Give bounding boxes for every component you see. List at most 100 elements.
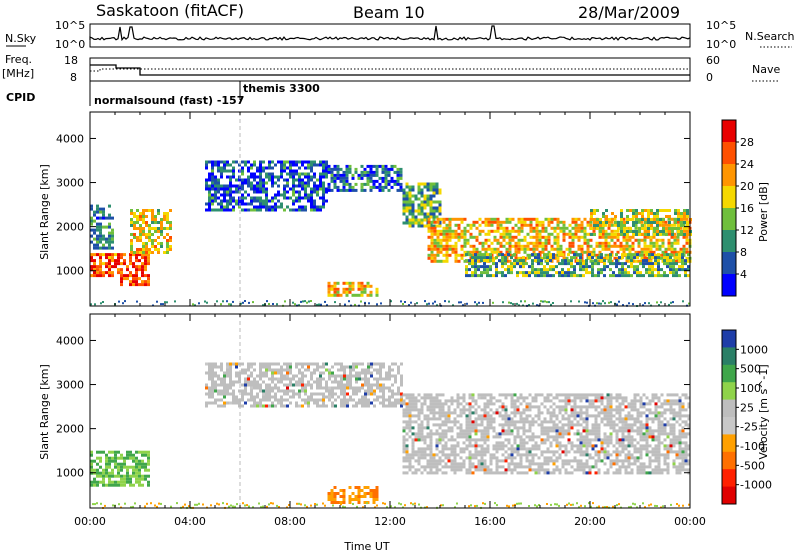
colorbar-tick-label: -100 xyxy=(740,440,765,453)
station-title: Saskatoon (fitACF) xyxy=(96,1,244,20)
colorbar-swatch xyxy=(722,399,736,418)
colorbar-frame xyxy=(721,329,737,505)
data-region-10 xyxy=(327,281,379,297)
y-tick-label: 4000 xyxy=(56,334,84,347)
colorbar-swatch xyxy=(722,164,736,187)
power-colorbar-label: Power [dB] xyxy=(757,182,770,242)
colorbar-swatch xyxy=(722,417,736,435)
x-tick-label: 00:00 xyxy=(74,515,106,528)
data-region-3 xyxy=(130,209,172,254)
colorbar-tick-label: 24 xyxy=(740,158,754,171)
freq-tick-top: 18 xyxy=(64,54,78,67)
x-tick-label: 16:00 xyxy=(474,515,506,528)
x-tick-label: 08:00 xyxy=(274,515,306,528)
colorbar-tick-label: 4 xyxy=(740,268,747,281)
data-region-9 xyxy=(590,209,692,236)
noise-right-tick-top: 10^5 xyxy=(706,19,736,32)
cpid-entry-1: themis 3300 xyxy=(243,82,320,95)
colorbar-tick-label: 20 xyxy=(740,180,754,193)
nave-tick-bottom: 0 xyxy=(706,71,713,84)
colorbar-swatch xyxy=(722,347,736,366)
y-tick-label: 3000 xyxy=(56,177,84,190)
data-region-6 xyxy=(402,182,442,228)
date-title: 28/Mar/2009 xyxy=(578,3,680,22)
noise-trace xyxy=(89,25,691,42)
noise-panel-frame xyxy=(89,23,691,48)
nave-label: Nave xyxy=(752,63,780,76)
colorbar-tick-label: 1000 xyxy=(740,343,768,356)
y-tick-label: 1000 xyxy=(56,467,84,480)
freq-tick-bottom: 8 xyxy=(70,71,77,84)
beam-title: Beam 10 xyxy=(353,3,425,22)
y-tick-label: 3000 xyxy=(56,379,84,392)
colorbar-swatch xyxy=(722,120,736,143)
colorbar-tick-label: 28 xyxy=(740,136,754,149)
y-tick-label: 4000 xyxy=(56,132,84,145)
freq-panel-frame xyxy=(89,57,691,82)
colorbar-tick-label: 25 xyxy=(740,401,754,414)
colorbar-swatch xyxy=(722,330,736,348)
velocity-ylabel: Slant Range [km] xyxy=(38,364,51,460)
power-panel: 1000 2000 3000 4000 xyxy=(56,111,692,307)
x-tick-label: 20:00 xyxy=(574,515,606,528)
colorbar-tick-label: 100 xyxy=(740,382,761,395)
colorbar-tick-label: 12 xyxy=(740,224,754,237)
near-range-strip xyxy=(90,300,690,307)
noise-left-tick-bottom: 10^0 xyxy=(55,38,85,51)
colorbar-tick-label: 16 xyxy=(740,202,754,215)
colorbar-swatch xyxy=(722,434,736,453)
x-tick-labels: 00:00 04:00 08:00 12:00 16:00 20:00 00:00 xyxy=(74,515,706,528)
velocity-panel: 1000 2000 3000 4000 xyxy=(56,313,691,509)
noise-right-tick-bottom: 10^0 xyxy=(706,38,736,51)
data-region-8 xyxy=(465,253,690,278)
data-region-5 xyxy=(327,164,403,192)
velocity-colorbar-label: Velocity [m s^-1] xyxy=(757,364,770,459)
colorbar-tick-label: -25 xyxy=(740,421,758,434)
cpid-label: CPID xyxy=(6,91,35,104)
colorbar-swatch xyxy=(722,382,736,401)
noise-sky-line xyxy=(89,25,691,42)
colorbar-tick-label: -500 xyxy=(740,459,765,472)
freq-line xyxy=(90,64,690,76)
noise-right-label: N.Search xyxy=(745,30,795,43)
x-tick-label: 00:00 xyxy=(674,515,706,528)
data-region-0 xyxy=(90,450,150,487)
data-region-2 xyxy=(402,393,691,475)
colorbar-swatch xyxy=(722,142,736,165)
y-tick-label: 1000 xyxy=(56,265,84,278)
colorbar-swatch xyxy=(722,230,736,253)
colorbar-swatch xyxy=(722,364,736,383)
colorbar-swatch xyxy=(722,486,736,505)
colorbar-tick-label: 500 xyxy=(740,363,761,376)
data-region-2 xyxy=(120,253,150,287)
x-axis-title: Time UT xyxy=(343,540,389,553)
velocity-colorbar: 1000 500 100 25 -25 -100 -500 -1000 xyxy=(721,329,772,505)
colorbar-swatch xyxy=(722,252,736,275)
colorbar-swatch xyxy=(722,274,736,297)
colorbar-swatch xyxy=(722,208,736,231)
data-region-3 xyxy=(327,486,379,504)
y-tick-label: 2000 xyxy=(56,423,84,436)
colorbar-tick-label: -1000 xyxy=(740,479,772,492)
colorbar-swatch xyxy=(722,469,736,488)
cpid-entry-0: normalsound (fast) -157 xyxy=(94,94,244,107)
x-tick-label: 12:00 xyxy=(374,515,406,528)
freq-trace xyxy=(90,64,690,76)
colorbar-swatch xyxy=(722,186,736,209)
panel-background xyxy=(90,314,690,508)
noise-left-tick-top: 10^5 xyxy=(55,19,85,32)
colorbar-tick-label: 8 xyxy=(740,246,747,259)
freq-unit-label: [MHz] xyxy=(2,67,34,80)
data-region-4 xyxy=(205,160,328,212)
data-region-1 xyxy=(205,362,403,408)
x-tick-label: 04:00 xyxy=(174,515,206,528)
nave-line xyxy=(90,68,690,72)
freq-label: Freq. xyxy=(5,53,32,66)
nave-tick-top: 60 xyxy=(706,54,720,67)
data-region-1 xyxy=(90,204,114,250)
colorbar-swatch xyxy=(722,451,736,470)
power-colorbar: 28 24 20 16 12 8 4 xyxy=(721,119,754,297)
noise-left-label: N.Sky xyxy=(5,32,37,45)
y-tick-label: 2000 xyxy=(56,221,84,234)
